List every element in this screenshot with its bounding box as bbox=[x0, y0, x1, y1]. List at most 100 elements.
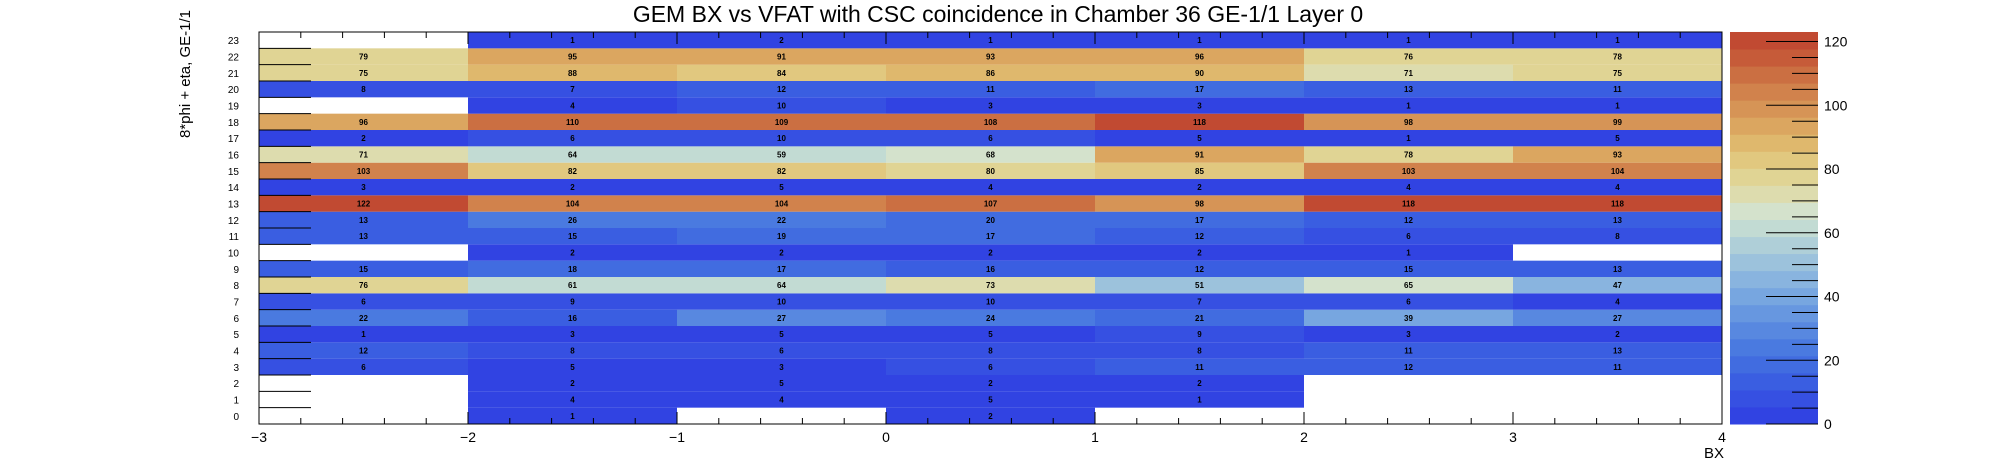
heatmap-cell bbox=[468, 146, 677, 163]
cell-value-label: 75 bbox=[359, 69, 368, 78]
cell-value-label: 4 bbox=[1615, 183, 1620, 192]
cell-value-label: 10 bbox=[986, 298, 995, 307]
cell-value-label: 13 bbox=[359, 232, 368, 241]
heatmap-cell bbox=[1304, 358, 1513, 375]
cell-value-label: 91 bbox=[777, 53, 786, 62]
x-tick-label: −2 bbox=[460, 429, 476, 445]
y-tick-label: 13 bbox=[228, 200, 240, 211]
heatmap-cell bbox=[468, 391, 677, 408]
heatmap-cell bbox=[677, 326, 886, 343]
heatmap-cell bbox=[1513, 48, 1722, 65]
cell-value-label: 3 bbox=[1197, 102, 1202, 111]
y-tick-label: 11 bbox=[229, 232, 240, 243]
heatmap-cell bbox=[1095, 391, 1304, 408]
cell-value-label: 12 bbox=[1195, 265, 1204, 274]
y-tick-label: 1 bbox=[233, 396, 239, 407]
y-tick-label: 6 bbox=[233, 314, 239, 325]
cell-value-label: 64 bbox=[777, 281, 786, 290]
cell-value-label: 75 bbox=[1613, 69, 1622, 78]
heatmap-cell bbox=[1095, 260, 1304, 277]
y-tick-label: 22 bbox=[228, 53, 240, 64]
x-axis-label: BX bbox=[1704, 445, 1724, 462]
cell-value-label: 3 bbox=[361, 183, 366, 192]
cell-value-label: 17 bbox=[986, 232, 995, 241]
cell-value-label: 64 bbox=[568, 151, 577, 160]
color-scale-band bbox=[1730, 32, 1818, 50]
cell-value-label: 27 bbox=[777, 314, 786, 323]
color-scale-tick-label: 60 bbox=[1824, 225, 1840, 241]
y-tick-label: 2 bbox=[233, 379, 239, 390]
cell-value-label: 11 bbox=[1195, 363, 1204, 372]
cell-value-label: 4 bbox=[779, 396, 784, 405]
heatmap-cell bbox=[677, 375, 886, 392]
heatmap-cell bbox=[259, 358, 468, 375]
heatmap-cell bbox=[886, 211, 1095, 228]
heatmap-cell bbox=[886, 48, 1095, 65]
heatmap-cell bbox=[468, 326, 677, 343]
color-scale-band bbox=[1730, 321, 1818, 340]
heatmap-cell bbox=[677, 211, 886, 228]
heatmap-cell bbox=[1513, 342, 1722, 359]
heatmap-cell bbox=[1513, 228, 1722, 245]
heatmap-cell bbox=[677, 244, 886, 261]
y-tick-label: 12 bbox=[228, 216, 240, 227]
heatmap-cell bbox=[677, 32, 886, 49]
heatmap-cell bbox=[1095, 179, 1304, 196]
color-scale-band bbox=[1730, 49, 1818, 67]
cell-value-label: 79 bbox=[359, 53, 368, 62]
cell-value-label: 76 bbox=[359, 281, 368, 290]
heatmap-cell bbox=[886, 162, 1095, 179]
cell-value-label: 15 bbox=[568, 232, 577, 241]
cell-value-label: 2 bbox=[1197, 183, 1202, 192]
cell-value-label: 78 bbox=[1404, 151, 1413, 160]
cell-value-label: 5 bbox=[1197, 134, 1202, 143]
color-scale-tick-label: 120 bbox=[1824, 34, 1848, 50]
cell-value-label: 2 bbox=[779, 249, 784, 258]
cell-value-label: 4 bbox=[1615, 298, 1620, 307]
cell-value-label: 5 bbox=[988, 330, 993, 339]
heatmap-cell bbox=[886, 293, 1095, 310]
heatmap-cell bbox=[1095, 48, 1304, 65]
cell-value-label: 13 bbox=[1404, 85, 1413, 94]
cell-value-label: 93 bbox=[986, 53, 995, 62]
chart-title: GEM BX vs VFAT with CSC coincidence in C… bbox=[633, 1, 1363, 27]
heatmap-cell bbox=[1095, 211, 1304, 228]
heatmap-cell bbox=[259, 146, 468, 163]
heatmap-cell bbox=[468, 228, 677, 245]
cell-value-label: 90 bbox=[1195, 69, 1204, 78]
heatmap-cell bbox=[468, 309, 677, 326]
y-tick-label: 8 bbox=[233, 281, 239, 292]
cell-value-label: 5 bbox=[779, 183, 784, 192]
cell-value-label: 13 bbox=[1613, 265, 1622, 274]
cell-value-label: 98 bbox=[1195, 200, 1204, 209]
cell-value-label: 15 bbox=[359, 265, 368, 274]
cell-value-label: 1 bbox=[1406, 36, 1411, 45]
cell-value-label: 24 bbox=[986, 314, 995, 323]
cell-value-label: 4 bbox=[988, 183, 993, 192]
heatmap-cell bbox=[1513, 32, 1722, 49]
cell-value-label: 8 bbox=[361, 85, 366, 94]
heatmap-cell bbox=[1095, 277, 1304, 294]
y-tick-label: 20 bbox=[228, 85, 240, 96]
cell-value-label: 5 bbox=[570, 363, 575, 372]
heatmap-cell bbox=[886, 195, 1095, 212]
cell-value-label: 91 bbox=[1195, 151, 1204, 160]
color-scale-bar: 0 20 40 60 80 100 120 bbox=[1730, 32, 1848, 432]
cell-value-label: 1 bbox=[1197, 36, 1202, 45]
heatmap-cell bbox=[1513, 260, 1722, 277]
cell-value-label: 2 bbox=[779, 36, 784, 45]
cell-value-label: 19 bbox=[777, 232, 786, 241]
cell-value-label: 2 bbox=[988, 249, 993, 258]
heatmap-cell bbox=[677, 113, 886, 130]
cell-value-label: 99 bbox=[1613, 118, 1622, 127]
cell-value-label: 27 bbox=[1613, 314, 1622, 323]
cell-value-label: 61 bbox=[568, 281, 577, 290]
heatmap-cell bbox=[886, 407, 1095, 424]
cell-value-label: 80 bbox=[986, 167, 995, 176]
heatmap-cell bbox=[1304, 277, 1513, 294]
heatmap-cell bbox=[677, 358, 886, 375]
cell-value-label: 6 bbox=[988, 134, 993, 143]
cell-value-label: 6 bbox=[361, 298, 366, 307]
